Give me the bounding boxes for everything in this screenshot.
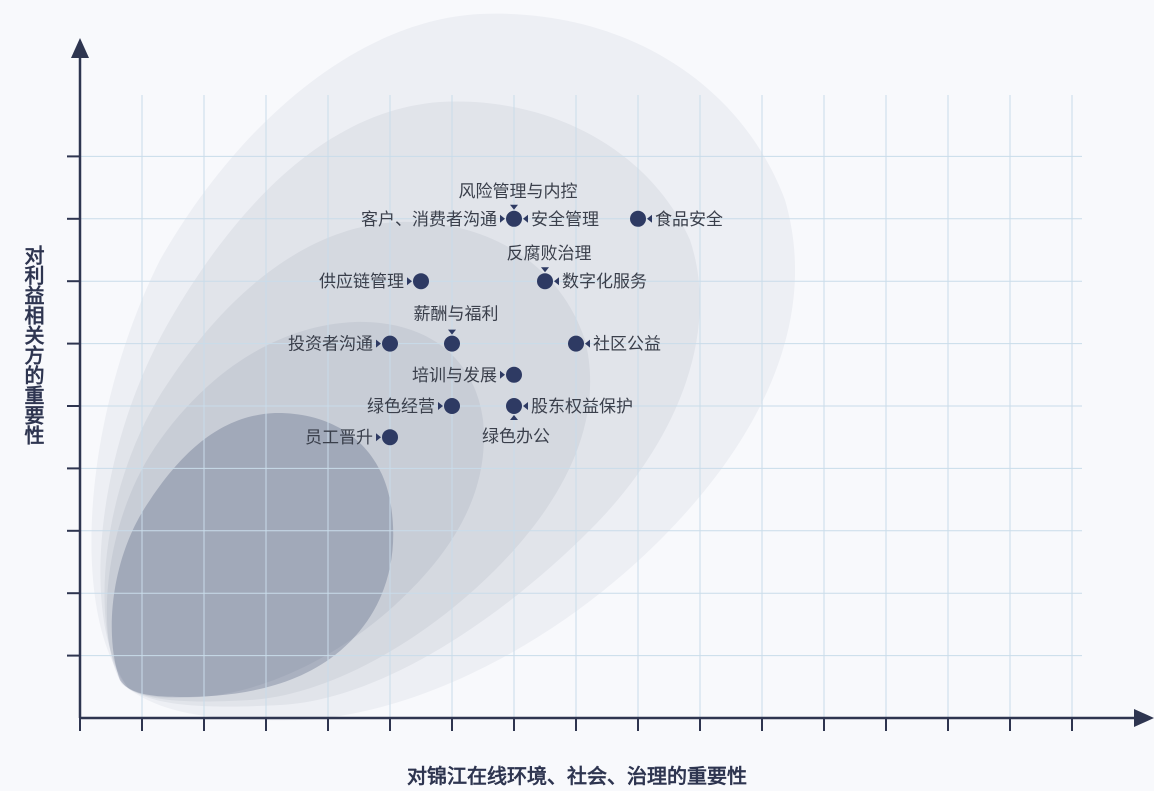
- pointer-12: [523, 402, 528, 410]
- pointer-10: [500, 370, 505, 379]
- point-marker-14: [382, 429, 398, 446]
- importance-zone-blobs: [91, 13, 796, 721]
- pointer-9: [585, 339, 590, 348]
- pointer-11: [438, 402, 443, 410]
- point-label-3: 食品安全: [655, 210, 723, 230]
- y-axis-label: 对利益相关方的重要性: [21, 245, 45, 445]
- point-marker-12: [506, 398, 522, 414]
- point-marker-11: [444, 398, 460, 414]
- point-marker-7: [444, 335, 460, 352]
- point-label-1: 客户、消费者沟通: [361, 210, 497, 230]
- point-marker-4: [537, 273, 553, 290]
- point-label-7: 薪酬与福利: [414, 305, 499, 325]
- point-marker-6: [413, 273, 429, 290]
- point-label-5: 数字化服务: [562, 272, 647, 292]
- zone-blob-3: [104, 221, 591, 702]
- pointer-6: [407, 277, 412, 286]
- axes: [67, 38, 1154, 731]
- point-label-12: 股东权益保护: [531, 397, 633, 417]
- point-label-8: 投资者沟通: [288, 335, 373, 355]
- pointer-1: [500, 214, 505, 223]
- point-marker-9: [568, 335, 584, 352]
- pointer-14: [376, 433, 381, 442]
- pointer-8: [376, 339, 381, 348]
- pointer-2: [523, 214, 528, 223]
- y-axis-arrow: [71, 38, 89, 58]
- x-axis-arrow: [1134, 709, 1154, 727]
- pointer-13: [510, 415, 518, 420]
- point-marker-10: [506, 366, 522, 383]
- point-label-0: 风险管理与内控: [459, 182, 578, 202]
- pointer-0: [510, 204, 518, 210]
- point-label-4: 反腐败治理: [507, 244, 592, 264]
- pointer-4: [541, 267, 549, 273]
- pointer-7: [448, 329, 456, 335]
- point-label-14: 员工晋升: [305, 428, 373, 448]
- zone-blob-1: [91, 13, 796, 721]
- point-label-13: 绿色办公: [482, 427, 550, 447]
- point-label-6: 供应链管理: [319, 272, 404, 292]
- point-marker-3: [630, 210, 646, 227]
- zone-blob-2: [100, 101, 700, 707]
- point-label-11: 绿色经营: [367, 397, 435, 417]
- x-axis-label: 对锦江在线环境、社会、治理的重要性: [407, 764, 747, 788]
- point-label-2: 安全管理: [531, 210, 599, 230]
- point-label-10: 培训与发展: [412, 366, 497, 386]
- point-label-9: 社区公益: [593, 335, 661, 355]
- point-marker-8: [382, 335, 398, 352]
- point-marker-0: [506, 210, 522, 227]
- zone-blob-5: [111, 412, 394, 697]
- pointer-3: [647, 214, 652, 223]
- pointer-5: [554, 277, 559, 286]
